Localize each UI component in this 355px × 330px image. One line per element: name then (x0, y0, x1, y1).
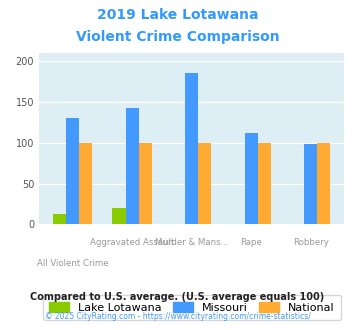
Bar (79, 143, 92, 224)
Bar (113, 208, 126, 224)
Text: Murder & Mans...: Murder & Mans... (155, 238, 229, 247)
Text: Rape: Rape (240, 238, 262, 247)
Bar (66, 118, 79, 224)
Text: Robbery: Robbery (293, 238, 329, 247)
Bar (53, 214, 66, 224)
Text: Violent Crime Comparison: Violent Crime Comparison (76, 30, 279, 44)
Text: © 2025 CityRating.com - https://www.cityrating.com/crime-statistics/: © 2025 CityRating.com - https://www.city… (45, 312, 310, 321)
Bar (245, 133, 258, 224)
Bar (126, 108, 139, 224)
Text: Compared to U.S. average. (U.S. average equals 100): Compared to U.S. average. (U.S. average … (31, 292, 324, 302)
Legend: Lake Lotawana, Missouri, National: Lake Lotawana, Missouri, National (43, 295, 341, 320)
Bar (139, 143, 152, 224)
Bar (198, 143, 211, 224)
Bar (185, 73, 198, 224)
Text: 2019 Lake Lotawana: 2019 Lake Lotawana (97, 8, 258, 22)
Bar (304, 144, 317, 224)
Bar (317, 143, 331, 224)
Text: All Violent Crime: All Violent Crime (37, 259, 108, 268)
Text: Aggravated Assault: Aggravated Assault (90, 238, 174, 247)
Bar (258, 143, 271, 224)
